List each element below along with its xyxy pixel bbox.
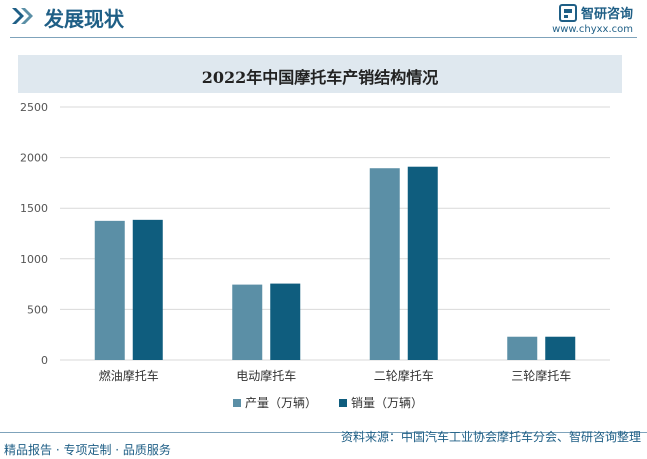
bar-production bbox=[232, 284, 263, 360]
legend-label-sales: 销量（万辆） bbox=[351, 396, 424, 410]
y-tick-label: 0 bbox=[41, 354, 48, 367]
bar-production bbox=[369, 168, 400, 360]
bar-production bbox=[507, 336, 538, 360]
y-tick-label: 2500 bbox=[20, 101, 48, 114]
y-tick-label: 500 bbox=[27, 303, 48, 316]
legend-item-sales: 销量（万辆） bbox=[339, 394, 423, 411]
x-tick-label: 二轮摩托车 bbox=[374, 368, 434, 383]
chart-title-band: 2022年中国摩托车产销结构情况 bbox=[18, 55, 622, 93]
x-tick-label: 燃油摩托车 bbox=[99, 368, 159, 383]
brand-logo-icon bbox=[558, 3, 577, 22]
footer-divider bbox=[0, 432, 647, 433]
brand-logo: 智研咨询 bbox=[558, 3, 633, 22]
x-tick-label: 电动摩托车 bbox=[236, 368, 296, 383]
x-tick-label: 三轮摩托车 bbox=[511, 368, 571, 383]
y-tick-label: 2000 bbox=[20, 152, 48, 165]
bar-sales bbox=[132, 219, 163, 360]
page-header: 发展现状 智研咨询 www.chyxx.com bbox=[0, 0, 647, 38]
bar-sales bbox=[270, 283, 301, 360]
bar-sales bbox=[545, 336, 576, 360]
brand-name: 智研咨询 bbox=[580, 7, 633, 22]
source-note: 资料来源：中国汽车工业协会摩托车分会、智研咨询整理 bbox=[340, 430, 641, 444]
legend-label-production: 产量（万辆） bbox=[245, 396, 318, 410]
double-chevron-icon bbox=[12, 8, 33, 24]
header-divider bbox=[10, 37, 637, 38]
legend-item-production: 产量（万辆） bbox=[233, 394, 317, 411]
site-url[interactable]: www.chyxx.com bbox=[552, 24, 633, 35]
y-tick-label: 1000 bbox=[20, 253, 48, 266]
legend-swatch-production bbox=[233, 398, 241, 407]
bar-sales bbox=[407, 166, 438, 360]
bar-chart: 0 500 1000 1500 2000 2500 燃油摩托车 电动摩托车 二轮摩托车 三轮摩托车 bbox=[20, 101, 610, 383]
legend-swatch-sales bbox=[339, 398, 348, 407]
chart-title: 2022年中国摩托车产销结构情况 bbox=[201, 68, 439, 87]
footer-tagline: 精品报告 · 专项定制 · 品质服务 bbox=[4, 443, 171, 457]
chart-legend: 产量（万辆） 销量（万辆） bbox=[233, 394, 423, 411]
section-title: 发展现状 bbox=[44, 7, 124, 31]
bar-production bbox=[94, 220, 125, 360]
y-tick-label: 1500 bbox=[20, 202, 48, 215]
